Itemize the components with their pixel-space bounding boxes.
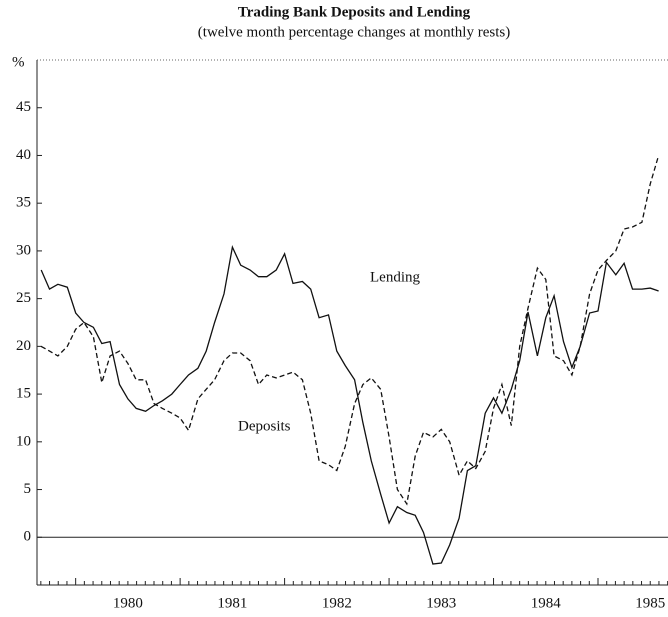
series-label: Lending (370, 269, 420, 285)
x-tick-label: 1983 (426, 595, 456, 611)
x-tick-label: 1980 (113, 595, 143, 611)
y-tick-label: 35 (16, 195, 31, 211)
y-tick-label: 15 (16, 386, 31, 402)
y-tick-label: 25 (16, 290, 31, 306)
chart-title: Trading Bank Deposits and Lending (238, 4, 471, 20)
series-line (40, 155, 660, 506)
y-tick-label: 10 (16, 433, 31, 449)
x-tick-label: 1981 (217, 595, 247, 611)
series-line (40, 244, 659, 565)
y-tick-label: 40 (16, 147, 31, 163)
y-tick-label: 5 (24, 481, 32, 497)
y-tick-label: 20 (16, 338, 31, 354)
x-tick-label: 1985 (635, 595, 665, 611)
y-unit-label: % (12, 54, 25, 70)
series-label: Deposits (238, 418, 291, 434)
y-tick-label: 30 (16, 242, 31, 258)
x-tick-label: 1984 (531, 595, 562, 611)
x-tick-label: 1982 (322, 595, 352, 611)
y-tick-label: 0 (24, 529, 32, 545)
y-tick-label: 45 (16, 99, 31, 115)
chart-subtitle: (twelve month percentage changes at mont… (198, 24, 510, 40)
